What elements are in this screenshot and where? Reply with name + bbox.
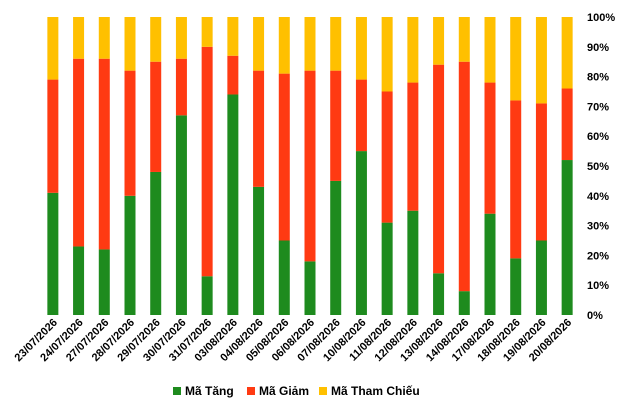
y-tick-label: 60% (587, 131, 609, 143)
bar-segment-giam-14 (407, 82, 419, 211)
bar-segment-tham-chieu-20 (561, 17, 573, 89)
legend-item-tang: Mã Tăng (173, 384, 234, 398)
legend-item-tham-chieu: Mã Tham Chiếu (319, 384, 420, 398)
y-tick-label: 20% (587, 250, 609, 262)
x-axis: 23/07/202624/07/202627/07/202628/07/2026… (13, 317, 575, 364)
bars-layer (47, 17, 573, 315)
y-tick-label: 50% (587, 161, 609, 173)
bar-segment-tham-chieu-2 (98, 17, 110, 59)
bar-segment-giam-9 (278, 73, 290, 241)
bar-segment-tham-chieu-16 (458, 17, 470, 62)
bar-segment-tham-chieu-4 (150, 17, 162, 62)
bar-segment-giam-8 (253, 70, 265, 187)
bar-segment-giam-12 (355, 79, 367, 152)
legend-swatch (247, 387, 255, 395)
bar-segment-tang-1 (73, 246, 85, 315)
bar-segment-giam-1 (73, 58, 85, 247)
bar-segment-tham-chieu-9 (278, 17, 290, 74)
bar-segment-tang-6 (201, 276, 213, 315)
bar-segment-tham-chieu-18 (510, 17, 522, 101)
bar-segment-tham-chieu-17 (484, 17, 496, 83)
bar-segment-tham-chieu-12 (355, 17, 367, 80)
legend-swatch (173, 387, 181, 395)
bar-segment-tham-chieu-10 (304, 17, 316, 71)
y-tick-label: 90% (587, 42, 609, 54)
bar-segment-tang-16 (458, 291, 470, 315)
bar-segment-giam-13 (381, 91, 393, 223)
y-tick-label: 40% (587, 191, 609, 203)
y-tick-label: 30% (587, 221, 609, 233)
bar-segment-tang-18 (510, 258, 522, 315)
bar-segment-tham-chieu-14 (407, 17, 419, 83)
bar-segment-tham-chieu-7 (227, 17, 239, 56)
bar-segment-giam-19 (535, 103, 547, 241)
bar-segment-tham-chieu-11 (330, 17, 342, 71)
bar-segment-tang-19 (535, 240, 547, 315)
legend-label: Mã Tham Chiếu (331, 384, 420, 398)
bar-segment-tang-5 (175, 115, 187, 315)
bar-segment-giam-0 (47, 79, 59, 193)
bar-segment-tham-chieu-13 (381, 17, 393, 92)
bar-segment-giam-15 (433, 64, 445, 274)
bar-segment-tang-10 (304, 261, 316, 315)
legend-item-giam: Mã Giảm (247, 384, 309, 398)
legend: Mã Tăng Mã Giảm Mã Tham Chiếu (173, 384, 420, 398)
bar-segment-tang-14 (407, 210, 419, 315)
y-tick-label: 10% (587, 280, 609, 292)
bar-segment-tang-17 (484, 213, 496, 315)
y-tick-label: 80% (587, 72, 609, 84)
y-axis: 0% 10% 20% 30% 40% 50% 60% 70% 80% 90% 100% (587, 12, 615, 322)
bar-segment-tang-0 (47, 192, 59, 315)
y-tick-label: 0% (587, 310, 603, 322)
bar-segment-tang-9 (278, 240, 290, 315)
bar-segment-tang-3 (124, 195, 136, 315)
bar-segment-tham-chieu-19 (535, 17, 547, 104)
bar-segment-tang-7 (227, 94, 239, 315)
bar-segment-tham-chieu-5 (175, 17, 187, 59)
bar-segment-giam-16 (458, 61, 470, 292)
bar-segment-giam-7 (227, 55, 239, 95)
bar-segment-giam-6 (201, 46, 213, 277)
bar-segment-tham-chieu-8 (253, 17, 265, 71)
bar-segment-tang-20 (561, 160, 573, 315)
bar-segment-tang-13 (381, 222, 393, 315)
bar-segment-tham-chieu-3 (124, 17, 136, 71)
bar-segment-giam-20 (561, 88, 573, 161)
bar-segment-giam-10 (304, 70, 316, 262)
legend-label: Mã Giảm (259, 384, 309, 398)
bar-segment-giam-4 (150, 61, 162, 172)
bar-segment-giam-3 (124, 70, 136, 196)
bar-segment-giam-2 (98, 58, 110, 250)
bar-segment-tang-12 (355, 151, 367, 315)
bar-segment-tham-chieu-15 (433, 17, 445, 65)
bar-segment-giam-11 (330, 70, 342, 181)
bar-segment-tham-chieu-6 (201, 17, 213, 47)
bar-segment-tham-chieu-1 (73, 17, 85, 59)
bar-segment-tang-15 (433, 273, 445, 315)
bar-segment-tang-4 (150, 171, 162, 315)
bar-segment-giam-18 (510, 100, 522, 259)
bar-segment-giam-17 (484, 82, 496, 214)
legend-swatch (319, 387, 327, 395)
bar-segment-tham-chieu-0 (47, 17, 59, 80)
bar-segment-tang-2 (98, 249, 110, 315)
bar-segment-tang-11 (330, 180, 342, 315)
bar-segment-tang-8 (253, 186, 265, 315)
y-tick-label: 70% (587, 101, 609, 113)
legend-label: Mã Tăng (185, 384, 234, 398)
bar-segment-giam-5 (175, 58, 187, 116)
y-tick-label: 100% (587, 12, 615, 24)
